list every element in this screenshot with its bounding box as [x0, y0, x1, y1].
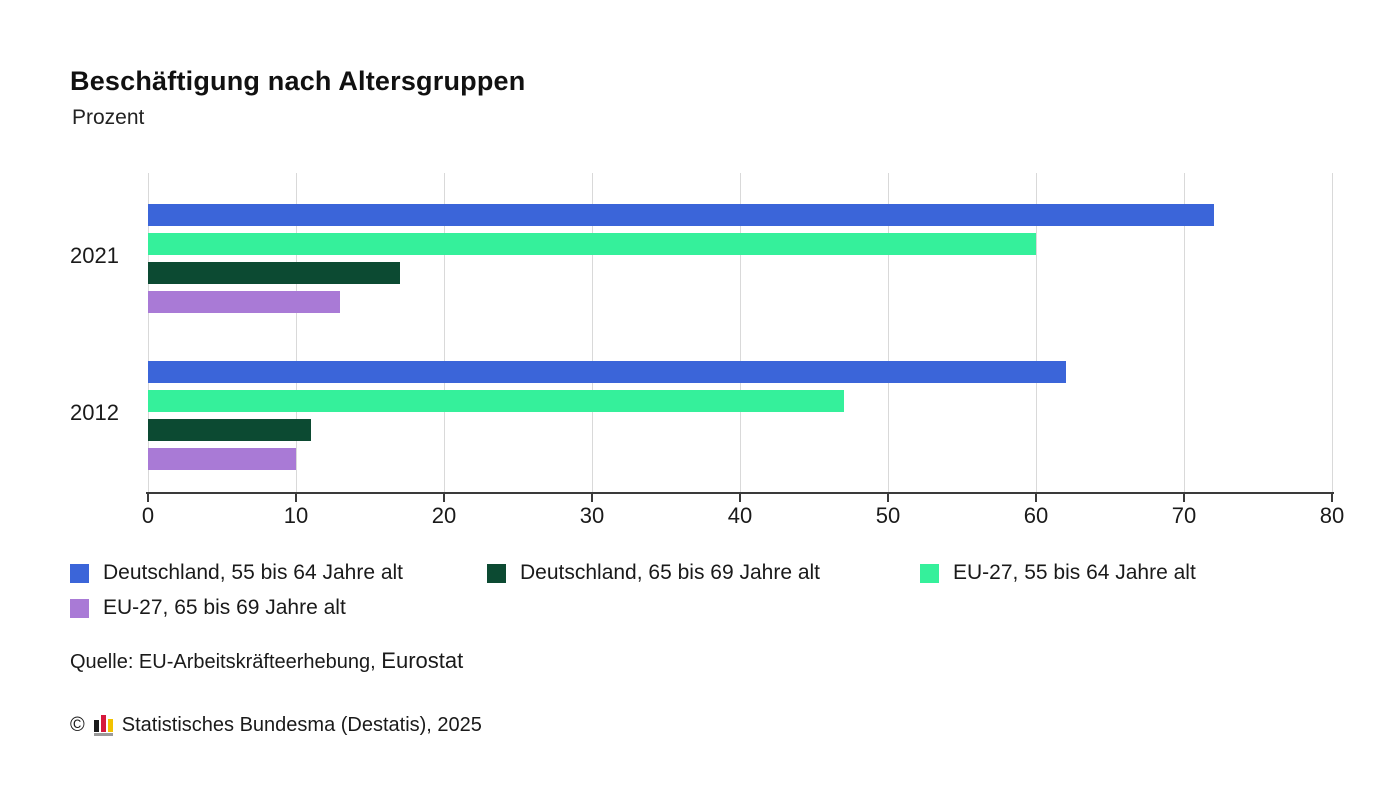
category-label-2021: 2021: [70, 243, 119, 268]
category-label-2012: 2012: [70, 400, 119, 425]
logo-bar-red: [100, 714, 106, 732]
logo-bar-black: [93, 719, 99, 732]
bar-2021-series-2: [148, 262, 400, 284]
unit-label: Prozent: [72, 106, 145, 129]
x-axis-tick: [591, 492, 593, 502]
source-organization: Eurostat: [381, 648, 464, 673]
x-axis-tick: [1035, 492, 1037, 502]
x-tick-label: 70: [1171, 503, 1197, 528]
legend-label: EU-27, 65 bis 69 Jahre alt: [103, 596, 346, 619]
legend-label: EU-27, 55 bis 64 Jahre alt: [953, 561, 1196, 584]
gridline: [1184, 173, 1185, 492]
gridline: [296, 173, 297, 492]
bar-2021-series-3: [148, 291, 341, 313]
legend-item: Deutschland, 65 bis 69 Jahre alt: [487, 561, 820, 585]
source-prefix: Quelle: EU-Arbeitskräfteerhebung,: [70, 651, 376, 673]
legend-item: Deutschland, 55 bis 64 Jahre alt: [70, 561, 403, 585]
x-axis-tick: [147, 492, 149, 502]
legend-swatch-icon: [487, 564, 506, 583]
destatis-logo-icon: [93, 714, 113, 736]
plot-area: 0 10 20 30 40 50 60 70 80: [142, 173, 1344, 528]
legend-item: EU-27, 55 bis 64 Jahre alt: [920, 561, 1196, 585]
legend-label: Deutschland, 55 bis 64 Jahre alt: [103, 561, 404, 584]
legend-swatch-icon: [70, 564, 89, 583]
bar-2012-series-3: [148, 448, 296, 470]
bar-2021-series-1: [148, 233, 1036, 255]
x-tick-label: 0: [141, 503, 155, 528]
x-tick-label: 20: [431, 503, 457, 528]
logo-baseline: [93, 732, 113, 736]
gridline: [148, 173, 149, 492]
x-tick-label: 60: [1023, 503, 1049, 528]
x-axis-tick: [443, 492, 445, 502]
x-tick-label: 40: [727, 503, 753, 528]
bar-2012-series-0: [148, 361, 1066, 383]
page-title: Beschäftigung nach Altersgruppen: [70, 66, 526, 96]
gridline: [888, 173, 889, 492]
source-note: Quelle: EU-Arbeitskräfteerhebung, Eurost…: [70, 648, 463, 674]
bar-2012-series-2: [148, 419, 311, 441]
legend-swatch-icon: [920, 564, 939, 583]
gridline: [1332, 173, 1333, 492]
x-tick-label: 30: [579, 503, 605, 528]
x-tick-label: 50: [875, 503, 901, 528]
gridline: [592, 173, 593, 492]
x-axis-tick: [295, 492, 297, 502]
x-tick-label: 10: [283, 503, 309, 528]
gridline: [740, 173, 741, 492]
logo-bar-yellow: [107, 718, 113, 732]
gridline: [1036, 173, 1037, 492]
x-axis-tick: [1331, 492, 1333, 502]
gridline: [444, 173, 445, 492]
x-axis-tick: [739, 492, 741, 502]
legend-label: Deutschland, 65 bis 69 Jahre alt: [520, 561, 821, 584]
legend-swatch-icon: [70, 599, 89, 618]
x-axis-tick: [1183, 492, 1185, 502]
copyright-note: © Statistisches Bundesma (Destatis), 202…: [70, 714, 482, 737]
bar-2012-series-1: [148, 390, 844, 412]
x-tick-label: 80: [1319, 503, 1345, 528]
copyright-symbol: ©: [70, 714, 85, 736]
bar-2021-series-0: [148, 204, 1214, 226]
copyright-text: Statistisches Bundesma (Destatis), 2025: [121, 714, 482, 736]
legend-item: EU-27, 65 bis 69 Jahre alt: [70, 596, 346, 620]
x-axis-tick: [887, 492, 889, 502]
